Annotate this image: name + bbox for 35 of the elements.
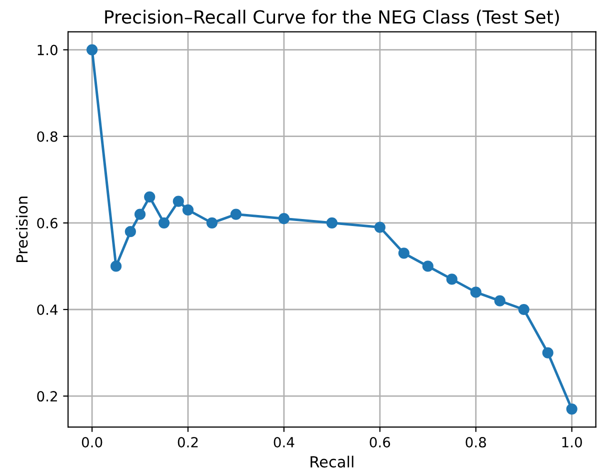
point — [134, 208, 146, 220]
point — [518, 304, 530, 316]
x-tick-label: 0.6 — [370, 436, 390, 448]
point — [206, 217, 218, 228]
point — [470, 286, 482, 298]
point — [158, 217, 170, 228]
point — [326, 217, 338, 228]
y-axis-title: Precision — [16, 196, 28, 262]
point — [542, 347, 554, 358]
point — [398, 248, 410, 259]
point — [422, 260, 434, 272]
y-tick-label: 0.4 — [37, 304, 58, 315]
point — [172, 196, 184, 207]
point — [446, 274, 458, 285]
point — [230, 208, 242, 220]
point — [110, 260, 122, 272]
point — [374, 222, 386, 233]
y-tick-label: 0.2 — [37, 391, 57, 402]
x-tick-label: 0.2 — [178, 436, 198, 448]
x-tick-label: 1.0 — [562, 436, 582, 448]
point — [86, 44, 98, 56]
point — [278, 213, 290, 224]
y-tick-label: 0.6 — [37, 218, 58, 228]
x-tick-label: 0.4 — [274, 436, 294, 448]
point — [144, 191, 156, 203]
y-tick-label: 0.8 — [37, 131, 58, 142]
point — [124, 226, 136, 238]
point — [182, 204, 194, 216]
x-axis-title: Recall — [310, 456, 354, 468]
chart-title: Precision–Recall Curve for the NEG Class (Test Set) — [105, 10, 559, 26]
x-tick-label: 0.0 — [82, 436, 102, 448]
y-tick-label: 1.0 — [38, 44, 58, 56]
x-tick-label: 0.8 — [466, 436, 486, 448]
point — [494, 295, 506, 306]
point — [566, 404, 578, 415]
